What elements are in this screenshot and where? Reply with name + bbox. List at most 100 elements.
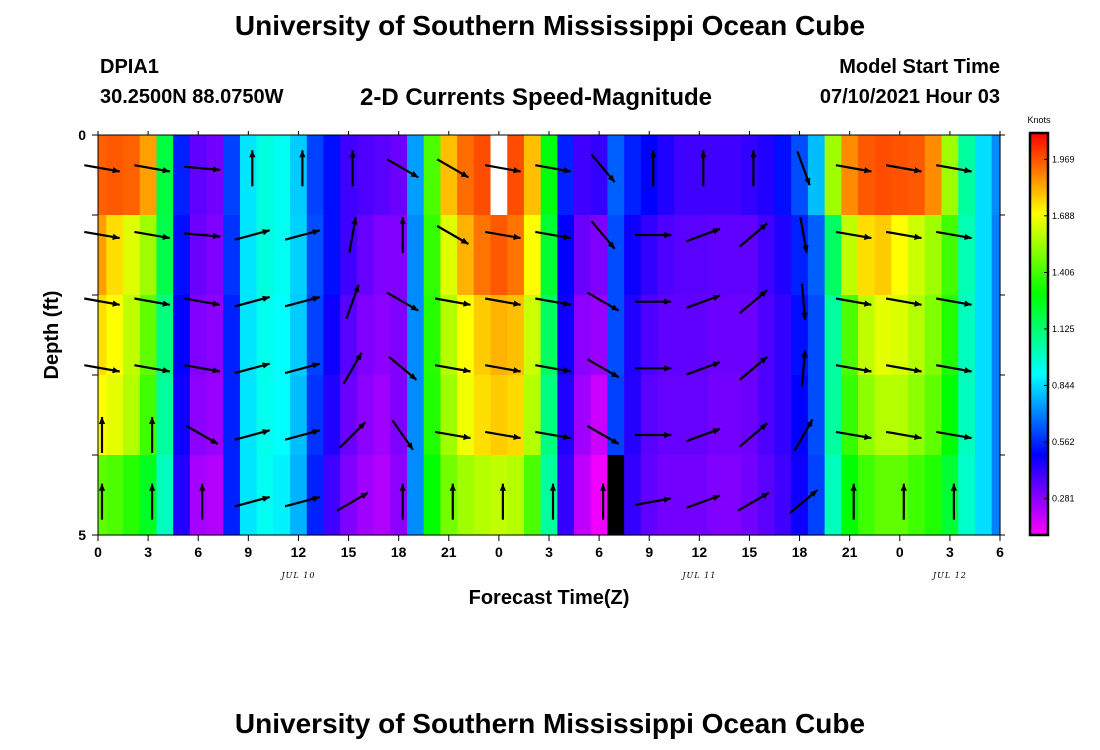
heatmap-cell <box>674 215 692 296</box>
heatmap-cell <box>874 375 893 456</box>
heatmap-cell <box>891 455 909 536</box>
x-tick-label: 18 <box>792 544 808 560</box>
heatmap-cell <box>323 375 341 456</box>
heatmap-cell <box>473 455 492 536</box>
heatmap-cell <box>173 135 191 216</box>
heatmap-cell <box>791 455 809 536</box>
current-arrow <box>549 483 557 520</box>
x-tick-label: 9 <box>244 544 252 560</box>
current-arrow <box>835 297 872 307</box>
heatmap-cell <box>807 215 826 296</box>
heatmap-cell <box>741 135 759 216</box>
current-arrow <box>284 295 321 308</box>
heatmap-cell <box>724 135 742 216</box>
heatmap-cell <box>507 455 525 536</box>
heatmap-cell <box>106 455 124 536</box>
heatmap-cell <box>924 295 943 376</box>
heatmap-cell <box>407 455 425 536</box>
heatmap-cell <box>590 215 609 296</box>
colorbar-tick-label: 0.281 <box>1052 494 1075 504</box>
current-arrow <box>84 164 120 174</box>
current-arrow <box>650 150 657 187</box>
heatmap-cell <box>490 215 508 296</box>
heatmap-cell <box>958 455 976 536</box>
heatmap-cell <box>206 455 224 536</box>
heatmap-cell <box>373 375 391 456</box>
current-arrow <box>885 230 922 240</box>
current-arrow <box>738 355 768 381</box>
current-arrow <box>388 355 418 381</box>
current-arrow <box>635 365 672 372</box>
heatmap-cell <box>841 295 859 376</box>
heatmap-cell <box>139 375 158 456</box>
heatmap-cell <box>440 375 458 456</box>
heatmap-cell <box>123 375 141 456</box>
x-tick-label: 6 <box>595 544 603 560</box>
current-arrow <box>800 283 808 320</box>
heatmap-cell <box>657 135 675 216</box>
heatmap-cell <box>824 375 842 456</box>
heatmap-cell <box>624 455 642 536</box>
heatmap-cell <box>624 215 642 296</box>
current-arrow <box>499 483 506 520</box>
heatmap-cell <box>423 215 442 296</box>
current-arrow <box>936 230 972 240</box>
current-arrow <box>234 362 270 375</box>
current-arrow <box>796 151 811 186</box>
heatmap-cell <box>874 215 893 296</box>
heatmap-cell <box>841 215 859 296</box>
heatmap-cell <box>891 215 909 296</box>
heatmap-cell <box>407 375 425 456</box>
heatmap-cell <box>340 135 358 216</box>
heatmap-cell <box>156 375 174 456</box>
current-arrow <box>485 164 521 174</box>
current-arrow <box>936 430 972 440</box>
current-arrow <box>586 291 620 312</box>
heatmap-cell <box>306 375 325 456</box>
heatmap-cell <box>106 295 124 376</box>
x-tick-label: 6 <box>194 544 202 560</box>
current-arrow <box>835 164 872 174</box>
heatmap-cell <box>540 375 558 456</box>
heatmap-cell <box>273 295 291 376</box>
heatmap-cell <box>98 375 107 456</box>
heatmap-cell <box>941 295 959 376</box>
current-arrow <box>738 422 768 448</box>
heatmap-cell <box>991 455 1001 536</box>
heatmap-cell <box>707 135 725 216</box>
heatmap-cell <box>690 295 709 376</box>
heatmap-cell <box>473 295 492 376</box>
current-arrow <box>149 417 156 453</box>
current-arrow <box>686 227 721 243</box>
current-arrow <box>349 150 356 187</box>
heatmap-cell <box>640 215 659 296</box>
heatmap-cell <box>958 135 976 216</box>
heatmap-cell <box>657 455 675 536</box>
heatmap-cell <box>540 135 558 216</box>
heatmap-cell <box>423 135 442 216</box>
current-arrow <box>737 491 770 512</box>
heatmap-cell <box>273 455 291 536</box>
current-arrow <box>386 158 419 179</box>
heatmap-cell <box>173 295 191 376</box>
current-arrow <box>535 364 571 374</box>
heatmap-cell <box>941 215 959 296</box>
heatmap-cell <box>707 295 725 376</box>
current-arrow <box>284 229 321 241</box>
current-arrow <box>434 430 471 440</box>
current-arrow <box>835 430 872 440</box>
heatmap-cell <box>757 135 776 216</box>
current-arrow <box>186 425 219 445</box>
current-arrow <box>535 230 571 240</box>
heatmap-cell <box>239 135 258 216</box>
current-arrow <box>635 298 672 305</box>
heatmap-cell <box>106 375 124 456</box>
current-arrow <box>750 150 757 187</box>
heatmap-cell <box>490 375 508 456</box>
heatmap-cell <box>741 295 759 376</box>
current-arrow <box>936 364 972 374</box>
heatmap-cell <box>239 215 258 296</box>
heatmap-cell <box>757 375 776 456</box>
current-arrow <box>485 297 521 307</box>
heatmap-cell <box>206 135 224 216</box>
